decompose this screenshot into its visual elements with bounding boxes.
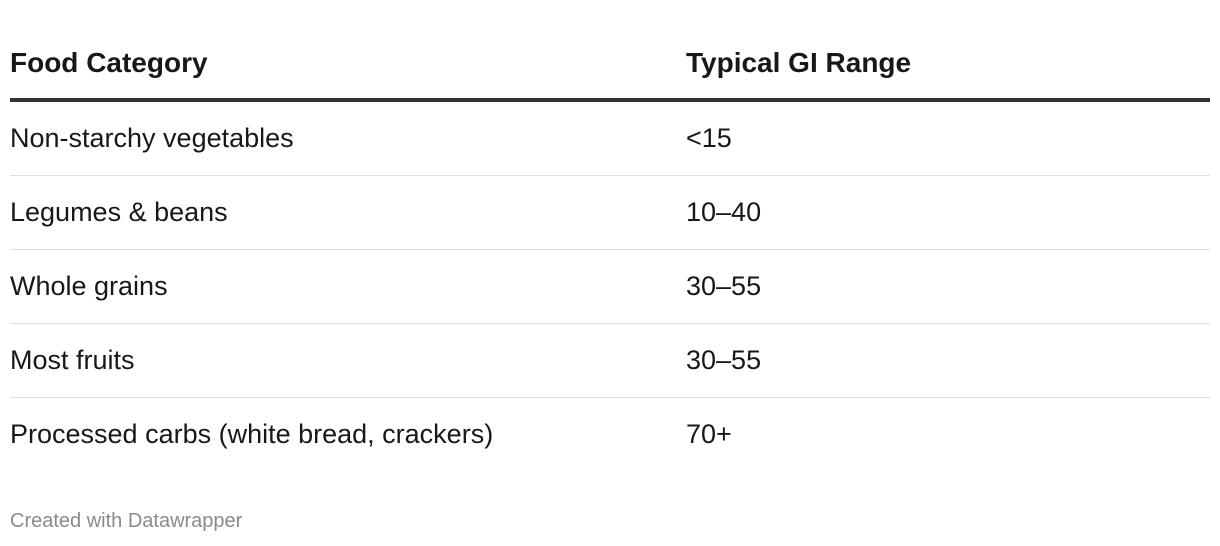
table-body: Non-starchy vegetables <15 Legumes & beans… [10,100,1210,471]
table-cell: Processed carbs (white bread, crackers) [10,419,494,449]
footer: Created with Datawrapper [10,510,243,532]
table-cell: 70+ [686,419,732,449]
table-cell: 30–55 [686,323,1210,398]
table-row: Most fruits 30–55 [10,323,1210,398]
table-cell: Legumes & beans [10,175,686,250]
header-row: Food Category Typical GI Range [10,28,1210,102]
header-cell: Food Category [10,28,686,102]
table: Food Category Typical GI Range Non-starc… [10,28,1210,471]
table-row: Non-starchy vegetables <15 [10,100,1210,176]
table-header: Food Category Typical GI Range [10,28,1210,102]
table-row: Processed carbs (white bread, crackers) 7… [10,398,1210,472]
table-row: Legumes & beans 10–40 [10,175,1210,250]
table-row: Whole grains 30–55 [10,249,1210,324]
table-cell: <15 [686,100,1210,176]
table-cell: Most fruits [10,323,686,398]
table-cell: Non-starchy vegetables [10,100,686,176]
table-cell: 30–55 [686,249,1210,324]
table-cell: 10–40 [686,175,1210,250]
table-cell: Whole grains [10,249,686,324]
header-cell: Typical GI Range [686,28,1210,102]
